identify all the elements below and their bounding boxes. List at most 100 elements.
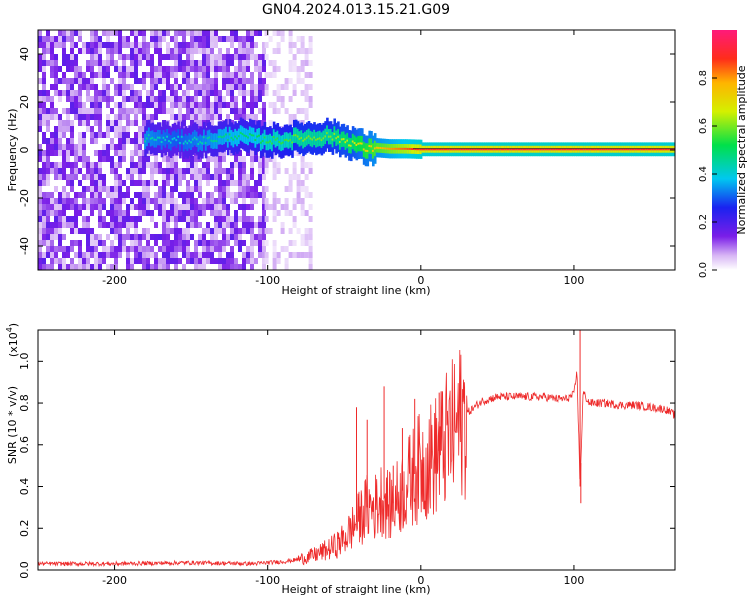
heatmap-cell xyxy=(182,90,186,96)
heatmap-cell xyxy=(258,156,262,162)
heatmap-cell xyxy=(214,96,218,102)
heatmap-cell xyxy=(110,108,114,114)
heatmap-cell xyxy=(82,216,86,222)
heatmap-cell xyxy=(246,42,250,48)
heatmap-cell xyxy=(166,264,170,270)
heatmap-cell xyxy=(238,264,242,270)
heatmap-cell xyxy=(126,186,130,192)
heatmap-cell xyxy=(194,252,198,258)
heatmap-cell xyxy=(186,252,190,258)
heatmap-cell xyxy=(66,246,70,252)
heatmap-cell xyxy=(182,96,186,102)
heatmap-cell xyxy=(118,186,122,192)
heatmap-cell xyxy=(74,216,78,222)
heatmap-cell xyxy=(110,120,114,126)
heatmap-cell xyxy=(170,168,174,174)
heatmap-cell xyxy=(222,234,226,240)
heatmap-cell xyxy=(218,252,222,258)
heatmap-cell xyxy=(170,90,174,96)
heatmap-cell xyxy=(54,54,58,60)
heatmap-cell xyxy=(118,174,122,180)
heatmap-cell xyxy=(292,198,297,204)
heatmap-cell xyxy=(54,186,58,192)
heatmap-cell xyxy=(150,102,154,108)
heatmap-cell xyxy=(114,114,118,120)
heatmap-cell xyxy=(194,186,198,192)
heatmap-cell xyxy=(78,114,82,120)
heatmap-cell xyxy=(154,180,158,186)
heatmap-cell xyxy=(186,234,190,240)
heatmap-cell xyxy=(465,148,469,151)
heatmap-cell xyxy=(210,42,214,48)
heatmap-cell xyxy=(186,30,190,36)
heatmap-cell xyxy=(142,126,146,132)
heatmap-cell xyxy=(114,102,118,108)
heatmap-cell xyxy=(463,148,467,151)
heatmap-cell xyxy=(46,264,50,270)
heatmap-cell xyxy=(418,148,421,151)
heatmap-cell xyxy=(82,264,86,270)
heatmap-cell xyxy=(42,72,46,78)
heatmap-cell xyxy=(170,210,174,216)
heatmap-cell xyxy=(114,42,118,48)
heatmap-cell xyxy=(268,120,273,126)
heatmap-cell xyxy=(443,148,447,151)
heatmap-cell xyxy=(324,135,327,138)
heatmap-cell xyxy=(50,42,54,48)
heatmap-cell xyxy=(38,42,42,48)
heatmap-cell xyxy=(130,120,134,126)
heatmap-cell xyxy=(206,42,210,48)
heatmap-cell xyxy=(296,174,301,180)
heatmap-cell xyxy=(271,142,274,145)
heatmap-cell xyxy=(74,54,78,60)
heatmap-cell xyxy=(288,96,293,102)
heatmap-cell xyxy=(276,96,281,102)
heatmap-cell xyxy=(254,222,258,228)
heatmap-cell xyxy=(162,72,166,78)
heatmap-cell xyxy=(300,162,305,168)
y-tick-label: 0.8 xyxy=(18,394,31,412)
heatmap-cell xyxy=(118,192,122,198)
heatmap-cell xyxy=(110,168,114,174)
heatmap-cell xyxy=(98,216,102,222)
heatmap-cell xyxy=(82,186,86,192)
heatmap-cell xyxy=(182,42,186,48)
heatmap-cell xyxy=(142,42,146,48)
heatmap-cell xyxy=(134,108,138,114)
heatmap-cell xyxy=(399,147,403,150)
heatmap-cell xyxy=(102,30,106,36)
heatmap-cell xyxy=(246,216,250,222)
heatmap-cell xyxy=(276,210,281,216)
heatmap-cell xyxy=(86,120,90,126)
heatmap-cell xyxy=(122,210,126,216)
heatmap-cell xyxy=(178,120,182,126)
heatmap-cell xyxy=(154,258,158,264)
heatmap-cell xyxy=(54,90,58,96)
heatmap-cell xyxy=(162,198,166,204)
heatmap-cell xyxy=(90,180,94,186)
heatmap-cell xyxy=(214,240,218,246)
heatmap-cell xyxy=(620,148,623,151)
heatmap-cell xyxy=(296,66,301,72)
heatmap-cell xyxy=(198,102,202,108)
heatmap-cell xyxy=(182,252,186,258)
heatmap-cell xyxy=(304,234,309,240)
heatmap-cell xyxy=(82,156,86,162)
heatmap-cell xyxy=(118,150,122,156)
heatmap-cell xyxy=(138,246,142,252)
heatmap-cell xyxy=(62,264,66,270)
heatmap-cell xyxy=(452,148,456,151)
heatmap-cell xyxy=(62,72,66,78)
heatmap-cell xyxy=(150,114,154,120)
heatmap-cell xyxy=(118,72,122,78)
heatmap-cell xyxy=(242,72,246,78)
heatmap-cell xyxy=(42,234,46,240)
heatmap-cell xyxy=(82,204,86,210)
heatmap-cell xyxy=(242,90,246,96)
heatmap-cell xyxy=(90,60,94,66)
heatmap-cell xyxy=(46,240,50,246)
heatmap-cell xyxy=(118,42,122,48)
heatmap-cell xyxy=(110,240,114,246)
heatmap-cell xyxy=(386,147,390,150)
heatmap-cell xyxy=(166,30,170,36)
